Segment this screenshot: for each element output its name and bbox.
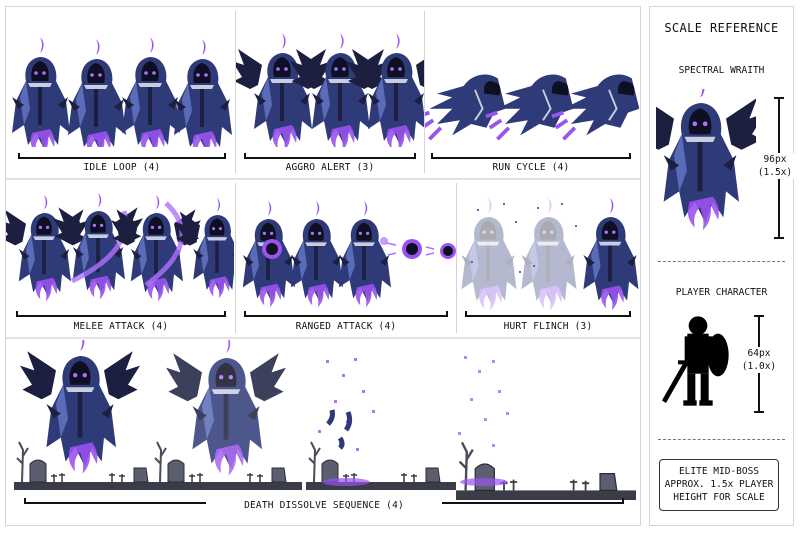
section-divider — [658, 439, 785, 440]
panel-melee-attack: MELEE ATTACK (4) — [6, 181, 234, 335]
divider — [6, 337, 640, 339]
scale-reference-title: SCALE REFERENCE — [664, 21, 779, 35]
wraith-aggro-frames — [236, 7, 424, 147]
frame-bracket — [244, 311, 448, 317]
boss-height-px: 96px — [763, 154, 787, 165]
player-name: PLAYER CHARACTER — [675, 287, 768, 298]
frame-bracket — [16, 311, 226, 317]
boss-height-label: 96px (1.5x) — [756, 153, 794, 179]
panel-run-cycle: RUN CYCLE (4) — [425, 7, 639, 177]
panel-label: DEATH DISSOLVE SEQUENCE (4) — [206, 500, 442, 511]
panel-label: RANGED ATTACK (4) — [295, 321, 397, 332]
frame-bracket — [465, 311, 631, 317]
panel-ranged-attack: RANGED ATTACK (4) — [236, 181, 456, 335]
player-silhouette — [662, 316, 729, 406]
panel-label: AGGRO ALERT (3) — [285, 162, 375, 173]
scale-note: ELITE MID-BOSS APPROX. 1.5x PLAYER HEIGH… — [659, 459, 779, 511]
wraith-melee-frames — [6, 181, 234, 311]
frame-bracket — [244, 153, 416, 159]
divider — [424, 11, 425, 173]
panel-label: MELEE ATTACK (4) — [73, 321, 169, 332]
scale-reference-panel: SCALE REFERENCE SPECTRAL WRAITH 96px (1.… — [649, 6, 794, 526]
wraith-idle-frames — [12, 37, 232, 147]
panel-death-dissolve: DEATH DISSOLVE SEQUENCE (4) — [6, 340, 640, 525]
panel-label: IDLE LOOP (4) — [83, 162, 161, 173]
divider — [235, 11, 236, 173]
note-line: HEIGHT FOR SCALE — [673, 492, 765, 503]
wraith-ranged-frames — [242, 201, 456, 308]
divider — [456, 183, 457, 333]
wraith-hurt-frames — [461, 198, 639, 311]
panel-label: RUN CYCLE (4) — [492, 162, 570, 173]
panel-label: HURT FLINCH (3) — [503, 321, 593, 332]
divider — [6, 178, 640, 180]
wraith-death-frames — [13, 340, 638, 500]
boss-sprite — [656, 89, 756, 239]
boss-height-ratio: (1.5x) — [757, 167, 793, 178]
frame-bracket — [431, 153, 631, 159]
player-height-label: 64px (1.0x) — [740, 347, 778, 373]
wraith-run-frames — [425, 72, 639, 142]
divider — [235, 183, 236, 333]
panel-idle-loop: IDLE LOOP (4) — [6, 7, 234, 177]
panel-hurt-flinch: HURT FLINCH (3) — [457, 181, 639, 335]
section-divider — [658, 261, 785, 262]
note-line: ELITE MID-BOSS — [678, 466, 760, 477]
player-height-ratio: (1.0x) — [741, 361, 777, 372]
boss-name: SPECTRAL WRAITH — [678, 65, 765, 76]
panel-aggro-alert: AGGRO ALERT (3) — [236, 7, 424, 177]
note-line: APPROX. 1.5x PLAYER — [664, 479, 774, 490]
frame-bracket — [18, 153, 226, 159]
player-height-px: 64px — [747, 348, 771, 359]
sprite-sheet: IDLE LOOP (4) AGGRO ALERT (3) RUN CYCLE … — [5, 6, 641, 526]
